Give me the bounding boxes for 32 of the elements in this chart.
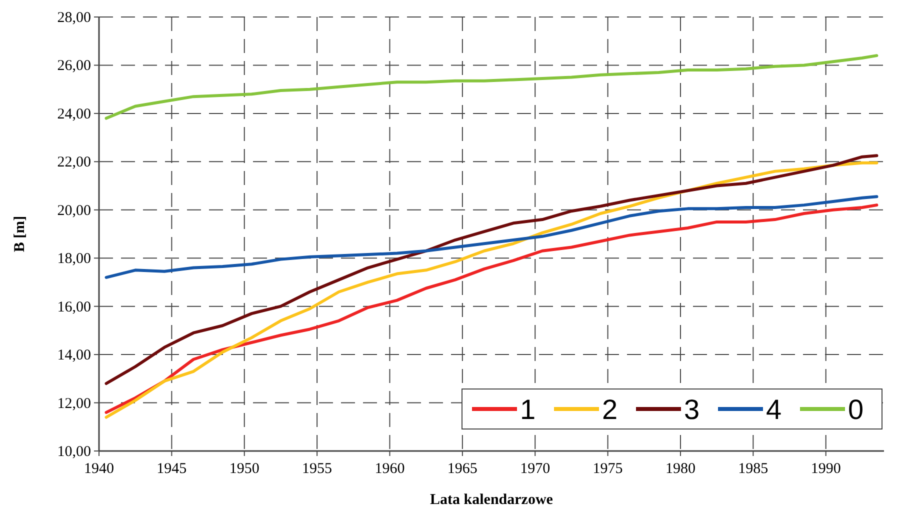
legend-label: 3 <box>684 394 700 425</box>
line-series <box>104 154 878 385</box>
legend-label: 2 <box>602 394 618 425</box>
legend-label: 0 <box>848 394 864 425</box>
x-tick-label: 1970 <box>520 461 550 477</box>
y-tick-label: 22,00 <box>57 154 91 171</box>
x-tick-label: 1985 <box>738 461 768 477</box>
y-tick-label: 14,00 <box>57 348 91 364</box>
y-tick-label: 26,00 <box>57 58 91 74</box>
y-tick-label: 20,00 <box>57 202 91 219</box>
line-series <box>104 54 878 120</box>
y-tick-label: 12,00 <box>57 396 91 412</box>
y-tick-label: 10,00 <box>57 444 91 460</box>
x-tick-label: 1980 <box>665 461 696 477</box>
y-tick-label: 28,00 <box>57 10 91 26</box>
legend-label: 4 <box>766 394 782 425</box>
x-tick-label: 1950 <box>229 461 260 477</box>
x-tick-label: 1960 <box>374 461 405 477</box>
line-series <box>104 195 878 279</box>
x-tick-label: 1955 <box>302 461 332 477</box>
x-axis-title: Lata kalendarzowe <box>430 492 554 508</box>
x-tick-label: 1945 <box>156 461 187 477</box>
y-tick-label: 16,00 <box>57 299 91 316</box>
x-tick-label: 1940 <box>84 461 114 477</box>
line-series <box>104 161 878 419</box>
legend-label: 1 <box>520 394 536 425</box>
y-tick-label: 24,00 <box>57 106 91 122</box>
y-axis-title: B [m] <box>12 216 28 252</box>
x-tick-label: 1975 <box>592 461 623 477</box>
x-tick-label: 1990 <box>810 461 841 477</box>
y-tick-label: 18,00 <box>57 251 91 268</box>
x-tick-label: 1965 <box>447 461 478 477</box>
